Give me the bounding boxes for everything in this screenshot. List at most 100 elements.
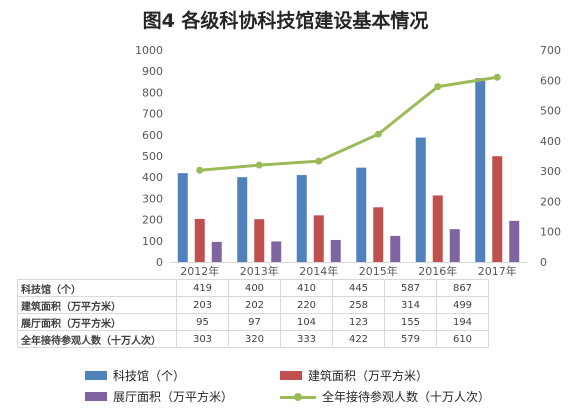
- bar-2: [254, 219, 265, 262]
- chart-title: 图4 各级科协科技馆建设基本情况: [142, 10, 429, 32]
- legend-item: 展厅面积（万平方米）: [85, 388, 233, 405]
- table-cell: 258: [332, 296, 385, 314]
- table-cell: 123: [332, 313, 385, 331]
- table-row-label: 建筑面积（万平方米）: [17, 296, 177, 314]
- table-cell: 400: [228, 279, 281, 297]
- table-cell: 445: [332, 279, 385, 297]
- bar-2: [373, 207, 384, 262]
- visitors-point: [493, 73, 501, 81]
- combo-chart: 0 100 200 300 400 500 600 700 800 900 1000 0 100 200…: [135, 44, 561, 278]
- table-cell: 202: [228, 296, 281, 314]
- y-right-tick-label: 200: [540, 195, 561, 208]
- y-right-tick-label: 300: [540, 165, 561, 178]
- bar-3: [271, 241, 282, 262]
- x-tick-label: 2017年: [478, 264, 517, 278]
- y-left-tick-label: 600: [142, 129, 163, 142]
- y-left-tick-label: 0: [156, 256, 163, 269]
- bar-3: [211, 241, 222, 262]
- bar-marks: [170, 78, 527, 263]
- visitors-point: [434, 83, 442, 91]
- y-left-tick-label: 200: [142, 214, 163, 227]
- x-axis-labels: 2012年 2013年 2014年 2015年 2016年 2017年: [180, 264, 517, 278]
- y-left-tick-label: 800: [142, 86, 163, 99]
- legend-label: 建筑面积（万平方米）: [308, 369, 429, 383]
- legend: 科技馆（个） 建筑面积（万平方米） 展厅面积（万平方米） 全年接待参观人数（十万人次）: [0, 360, 571, 410]
- y-left-tick-label: 400: [142, 171, 163, 184]
- table-cell: 579: [384, 330, 437, 348]
- visitors-point: [196, 166, 204, 174]
- x-tick-label: 2013年: [240, 264, 279, 278]
- table-cell: 419: [176, 279, 229, 297]
- table-cell: 499: [436, 296, 489, 314]
- visitors-point: [315, 157, 323, 165]
- legend-item: 科技馆（个）: [85, 367, 185, 384]
- bar-2: [432, 195, 443, 262]
- bar-1: [237, 177, 248, 262]
- y-right-tick-label: 100: [540, 226, 561, 239]
- table-cell: 314: [384, 296, 437, 314]
- table-cell: 97: [228, 313, 281, 331]
- y-left-tick-label: 700: [142, 108, 163, 121]
- data-table: 科技馆（个） 419 400 410 445 587 867 建筑面积（万平方米） 203 202…: [17, 279, 489, 348]
- y-right-tick-label: 500: [540, 105, 561, 118]
- table-row: 建筑面积（万平方米） 203 202 220 258 314 499: [17, 296, 489, 314]
- table-row: 全年接待参观人数（十万人次） 303 320 333 422 579 610: [17, 330, 489, 348]
- x-tick-label: 2016年: [418, 264, 457, 278]
- y-right-tick-label: 600: [540, 74, 561, 87]
- bar-1: [296, 175, 307, 262]
- y-left-tick-label: 300: [142, 192, 163, 205]
- table-cell: 220: [280, 296, 333, 314]
- table-cell: 104: [280, 313, 333, 331]
- legend-item: 建筑面积（万平方米）: [280, 367, 428, 384]
- table-row: 展厅面积（万平方米） 95 97 104 123 155 194: [17, 313, 489, 331]
- x-tick-label: 2012年: [180, 264, 219, 278]
- legend-label: 展厅面积（万平方米）: [113, 390, 234, 404]
- y-left-tick-label: 900: [142, 65, 163, 78]
- table-cell: 587: [384, 279, 437, 297]
- bar-1: [415, 137, 426, 262]
- bar-3: [330, 239, 341, 262]
- visitors-line: [199, 75, 498, 172]
- y-axis-right-ticks: 0 100 200 300 400 500 600 700: [540, 44, 561, 269]
- table-row-label: 展厅面积（万平方米）: [17, 313, 177, 331]
- table-row-label: 全年接待参观人数（十万人次）: [17, 330, 177, 348]
- y-right-tick-label: 400: [540, 135, 561, 148]
- bar-3: [390, 235, 401, 262]
- y-right-tick-label: 0: [540, 256, 547, 269]
- legend-swatch: [85, 392, 107, 401]
- legend-swatch: [280, 392, 316, 402]
- bar-1: [356, 167, 367, 262]
- bar-2: [194, 218, 205, 262]
- bar-1: [177, 173, 188, 262]
- table-cell: 203: [176, 296, 229, 314]
- legend-label: 全年接待参观人数（十万人次）: [322, 390, 491, 404]
- table-cell: 303: [176, 330, 229, 348]
- table-cell: 194: [436, 313, 489, 331]
- table-cell: 333: [280, 330, 333, 348]
- line-marks: [196, 73, 501, 174]
- bar-1: [475, 78, 486, 262]
- visitors-point: [255, 161, 263, 169]
- bar-2: [492, 156, 503, 262]
- y-axis-left-ticks: 0 100 200 300 400 500 600 700 800 900 1000: [135, 44, 163, 269]
- table-cell: 867: [436, 279, 489, 297]
- x-tick-label: 2014年: [299, 264, 338, 278]
- bar-3: [509, 220, 520, 262]
- table-cell: 95: [176, 313, 229, 331]
- y-right-tick-label: 700: [540, 44, 561, 57]
- x-tick-label: 2015年: [359, 264, 398, 278]
- legend-item: 全年接待参观人数（十万人次）: [280, 388, 490, 405]
- legend-swatch: [280, 371, 302, 380]
- visitors-point: [374, 130, 382, 138]
- table-cell: 320: [228, 330, 281, 348]
- table-row-label: 科技馆（个）: [17, 279, 177, 297]
- table-cell: 610: [436, 330, 489, 348]
- legend-swatch: [85, 371, 107, 380]
- y-left-tick-label: 500: [142, 150, 163, 163]
- bar-2: [313, 215, 324, 262]
- table-cell: 155: [384, 313, 437, 331]
- y-left-tick-label: 1000: [135, 44, 163, 57]
- bar-3: [449, 229, 460, 262]
- table-row: 科技馆（个） 419 400 410 445 587 867: [17, 279, 489, 297]
- y-left-tick-label: 100: [142, 235, 163, 248]
